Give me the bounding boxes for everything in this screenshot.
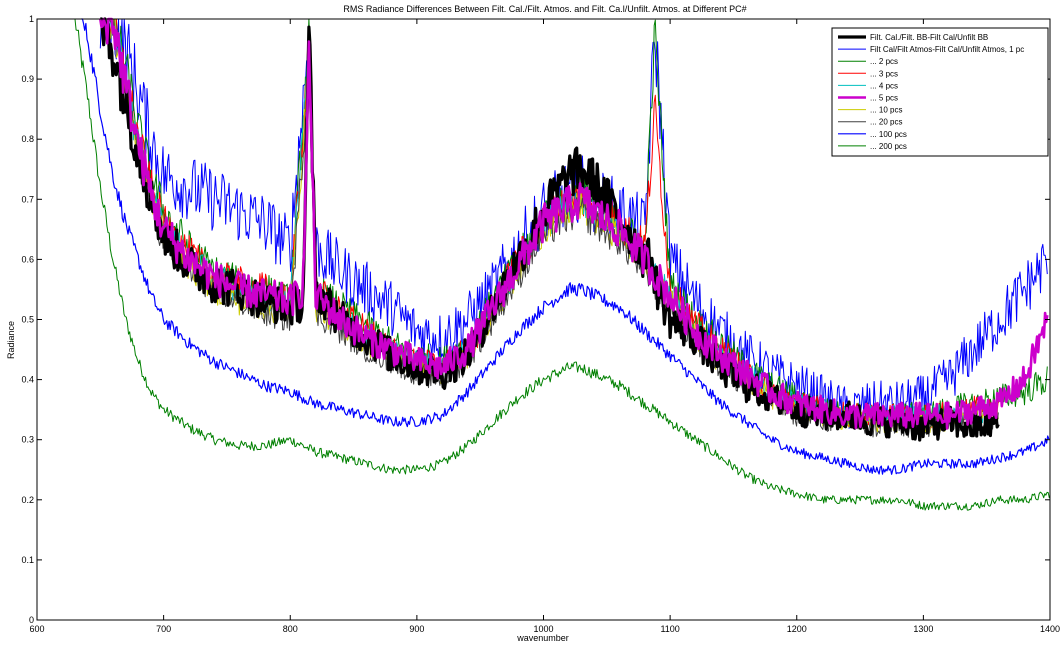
- y-tick-label: 0.1: [21, 555, 34, 565]
- y-axis-label: Radiance: [6, 321, 16, 359]
- x-tick-label: 1300: [913, 624, 933, 634]
- legend-label: ... 5 pcs: [870, 94, 898, 103]
- legend-items: Filt. Cal./Filt. BB-Filt Cal/Unfilt BB Fi…: [838, 33, 1024, 151]
- x-tick-label: 1000: [533, 624, 553, 634]
- y-tick-label: 0.9: [21, 74, 34, 84]
- x-tick-label: 800: [283, 624, 298, 634]
- y-tick-label: 0.2: [21, 495, 34, 505]
- legend-label: ... 100 pcs: [870, 130, 907, 139]
- series-line: [81, 18, 1050, 475]
- y-tick-label: 0.8: [21, 134, 34, 144]
- y-tick-label: 0.5: [21, 315, 34, 325]
- y-tick-label: 0.3: [21, 435, 34, 445]
- y-tick-label: 0.6: [21, 254, 34, 264]
- y-tick-label: 0.4: [21, 375, 34, 385]
- x-axis: 600 700 800 900 1000 1100 1200 1300 1400: [29, 19, 1060, 634]
- y-tick-label: 0: [29, 615, 34, 625]
- legend-label: ... 3 pcs: [870, 69, 898, 78]
- series-line: [74, 18, 1050, 511]
- x-tick-label: 1400: [1040, 624, 1060, 634]
- y-tick-label: 0.7: [21, 194, 34, 204]
- series-layer: [74, 17, 1050, 511]
- y-axis: 0 0.1 0.2 0.3 0.4 0.5 0.6 0.7 0.8 0.9 1: [21, 14, 1050, 625]
- legend-label: Filt. Cal./Filt. BB-Filt Cal/Unfilt BB: [870, 33, 988, 42]
- legend-label: Filt Cal/Filt Atmos-Filt Cal/Unfilt Atmo…: [870, 45, 1024, 54]
- legend-label: ... 200 pcs: [870, 142, 907, 151]
- legend-label: ... 4 pcs: [870, 81, 898, 90]
- chart-title: RMS Radiance Differences Between Filt. C…: [343, 4, 746, 14]
- legend-box: [831, 27, 1049, 157]
- legend: Filt. Cal./Filt. BB-Filt Cal/Unfilt BB Fi…: [831, 27, 1049, 157]
- series-line: [99, 17, 1049, 430]
- legend-label: ... 10 pcs: [870, 106, 902, 115]
- y-tick-label: 1: [29, 14, 34, 24]
- x-axis-label: wavenumber: [516, 633, 569, 643]
- x-tick-label: 700: [156, 624, 171, 634]
- legend-label: ... 20 pcs: [870, 118, 902, 127]
- x-tick-label: 1100: [660, 624, 679, 634]
- x-tick-label: 1200: [787, 624, 807, 634]
- x-tick-label: 900: [409, 624, 424, 634]
- legend-label: ... 2 pcs: [870, 57, 898, 66]
- x-tick-label: 600: [29, 624, 44, 634]
